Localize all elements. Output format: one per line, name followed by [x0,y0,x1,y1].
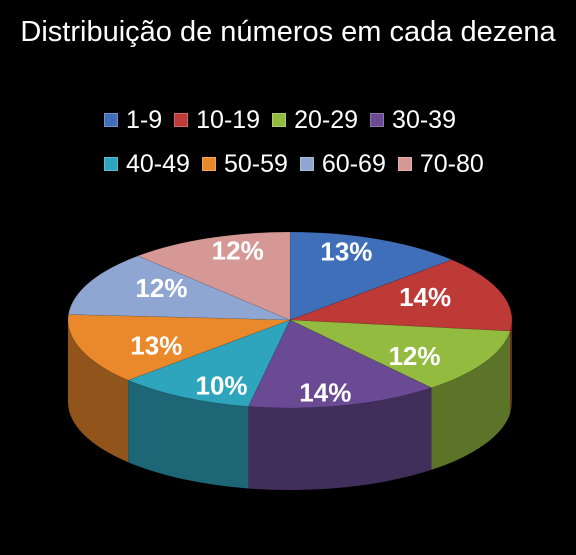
pie-slice-side [128,380,249,489]
legend-label: 10-19 [196,105,261,134]
pie-side-walls [68,320,512,491]
legend-label: 30-39 [392,105,456,134]
pie-slice [247,319,433,409]
data-label: 12% [135,273,187,303]
data-label: 13% [130,330,182,360]
pie-slice-side [68,320,129,463]
data-label: 14% [399,282,451,312]
legend-swatch [174,113,189,127]
data-label: 14% [299,377,351,407]
chart-legend: 1-9 10-19 20-29 30-39 40-49 50-59 60-69 70-80 [104,104,524,180]
pie-slice [67,314,291,381]
data-label: 13% [320,236,372,266]
legend-swatch [104,113,118,127]
chart-title: Distribuição de números em cada dezena [20,16,556,48]
data-label: 12% [388,341,440,371]
data-label: 10% [196,371,248,401]
legend-swatch [104,157,118,171]
pie-slice [137,231,291,321]
legend-label: 50-59 [223,149,288,178]
legend-swatch [397,157,412,171]
pie-slice [127,319,291,407]
pie-slice [289,231,453,321]
legend-item: 70-80 [397,148,484,180]
pie-slice-side [431,331,511,470]
pie-slice [68,255,291,321]
data-labels: 13% 14% 12% 14% 10% 13% 12% 12% [130,235,451,407]
legend-swatch [201,157,216,171]
pie-slice [289,259,513,332]
legend-swatch [272,113,287,127]
data-label: 12% [212,235,264,265]
legend-item: 10-19 [174,104,260,136]
legend-label: 60-69 [321,149,386,178]
pie-top-faces [67,231,513,409]
legend-label: 20-29 [294,105,359,134]
legend-label: 1-9 [126,105,163,134]
legend-item: 40-49 [104,148,190,180]
pie-slice [289,319,511,389]
legend-label: 70-80 [419,149,484,178]
legend-item: 30-39 [370,104,456,136]
pie-slice-side [510,320,512,414]
pie-slice-side [248,387,432,491]
legend-label: 40-49 [126,149,190,178]
legend-swatch [370,113,385,127]
legend-item: 1-9 [104,104,162,136]
legend-item: 20-29 [272,104,358,136]
legend-item: 50-59 [201,148,288,180]
legend-item: 60-69 [299,148,386,180]
legend-swatch [299,157,314,171]
